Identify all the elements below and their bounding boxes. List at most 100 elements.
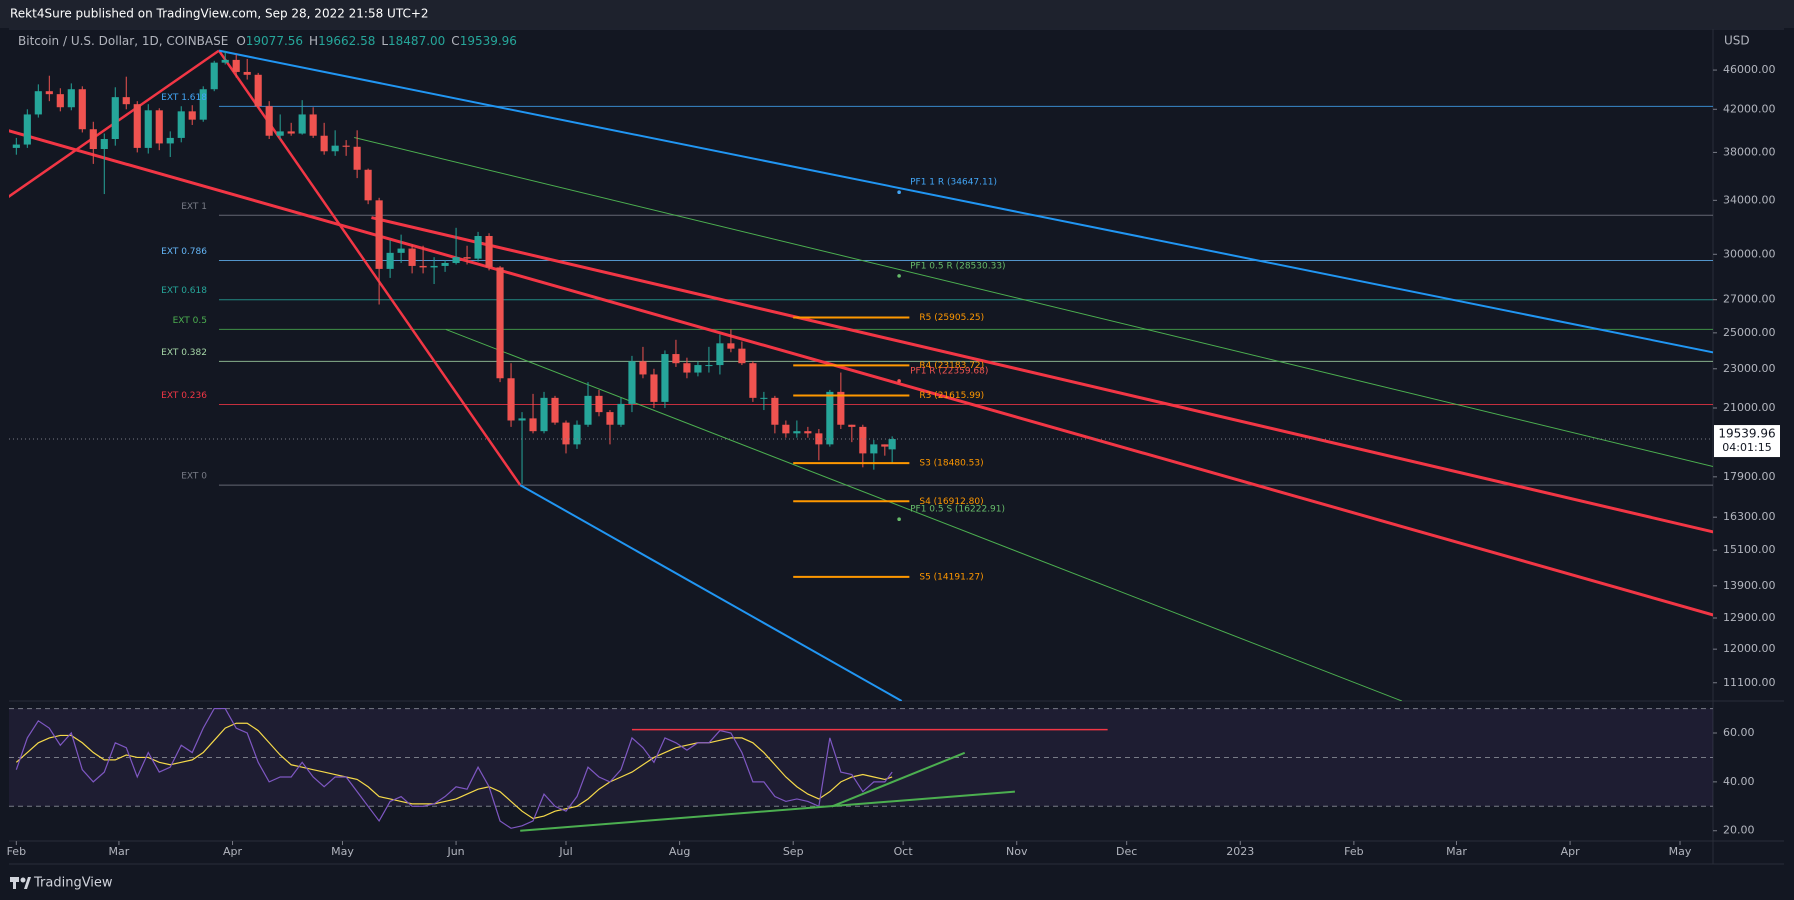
y-tick-label: 20.00 <box>1723 824 1755 837</box>
ext-label: EXT 1 <box>181 202 207 212</box>
candle-body <box>254 74 262 107</box>
candle-body <box>804 431 812 434</box>
candle-body <box>639 361 647 375</box>
price-box-label: 19539.96 <box>1718 427 1775 441</box>
candle-body <box>375 200 383 269</box>
candle-body <box>309 114 317 136</box>
candle-body <box>694 365 702 373</box>
candle-body <box>826 391 834 445</box>
candle-body <box>529 418 537 432</box>
ext-label: EXT 0.5 <box>173 316 207 326</box>
symbol-line: Bitcoin / U.S. Dollar, 1D, COINBASE O1907… <box>18 34 517 48</box>
candle-body <box>166 137 174 144</box>
y-tick-label: 40.00 <box>1723 775 1755 788</box>
rsi-pane <box>9 707 1713 832</box>
y-tick-label: 12000.00 <box>1723 642 1776 655</box>
publisher: Rekt4Sure published on TradingView.com, … <box>10 7 429 21</box>
candle-body <box>100 139 108 150</box>
candle-body <box>34 91 42 115</box>
candle-body <box>463 257 471 259</box>
pivot-label: S4 (16912.80) <box>919 497 983 507</box>
pf-label: PF1 R (22359.68) <box>910 366 988 376</box>
candle-body <box>397 248 405 253</box>
candle-body <box>727 343 735 349</box>
candle-body <box>331 145 339 152</box>
candle-body <box>221 59 229 63</box>
price-pane <box>9 49 1713 701</box>
candle-body <box>78 89 86 130</box>
candle-body <box>276 131 284 136</box>
pf-label: PF1 0.5 S (16222.91) <box>910 505 1005 515</box>
candle-body <box>716 343 724 366</box>
candle-body <box>793 431 801 434</box>
y-tick-label: 42000.00 <box>1723 102 1776 115</box>
x-tick-label: Mar <box>1446 845 1467 858</box>
candle-body <box>364 169 372 201</box>
candle-body <box>419 265 427 268</box>
candle-body <box>584 395 592 425</box>
trend-line <box>218 49 1713 354</box>
candle-body <box>210 62 218 90</box>
y-tick-label: 27000.00 <box>1723 293 1776 306</box>
ext-label: EXT 0 <box>181 472 207 482</box>
countdown: 04:01:15 <box>1722 441 1771 454</box>
candle-body <box>650 374 658 402</box>
y-tick-label: 16300.00 <box>1723 510 1776 523</box>
candle-body <box>870 444 878 454</box>
candle-body <box>23 114 31 145</box>
y-tick-label: 11100.00 <box>1723 676 1776 689</box>
candle-body <box>144 110 152 148</box>
footer-brand: TradingView <box>33 876 113 891</box>
candle-body <box>496 267 504 379</box>
candle-body <box>617 403 625 425</box>
candle-body <box>551 397 559 423</box>
pf-point <box>897 190 901 195</box>
pivot-label: R4 (23183.72) <box>919 361 984 371</box>
ohlc-value: 19077.56 <box>246 34 303 48</box>
trend-line <box>354 136 1713 468</box>
x-tick-label: Jun <box>446 845 464 858</box>
candle-body <box>67 89 75 108</box>
candle-body <box>518 418 526 421</box>
candle-body <box>749 363 757 398</box>
pivot-label: S5 (14191.27) <box>919 572 983 582</box>
candle-body <box>45 91 53 95</box>
candle-body <box>859 426 867 454</box>
x-tick-label: May <box>331 845 354 858</box>
rsi-line <box>15 707 893 829</box>
x-tick-label: Sep <box>783 845 804 858</box>
candle-body <box>188 111 196 120</box>
x-tick-label: Aug <box>669 845 690 858</box>
candle-body <box>133 104 141 148</box>
y-tick-label: 21000.00 <box>1723 401 1776 414</box>
y-tick-label: 30000.00 <box>1723 247 1776 260</box>
pf-point <box>897 517 901 522</box>
ohlc-key: L <box>381 34 388 48</box>
candle-body <box>122 97 130 105</box>
candle-body <box>888 439 896 450</box>
candle-body <box>738 348 746 364</box>
x-tick-label: Feb <box>7 845 26 858</box>
candle-body <box>683 363 691 373</box>
trend-line <box>519 484 903 701</box>
x-tick-label: Dec <box>1116 845 1137 858</box>
candle-body <box>243 71 251 75</box>
candle-body <box>111 97 119 140</box>
candle-body <box>430 265 438 268</box>
candle-body <box>837 391 845 425</box>
candle-body <box>760 397 768 399</box>
candle-body <box>485 236 493 268</box>
trend-line <box>9 129 1713 617</box>
price-box <box>1714 425 1780 458</box>
x-tick-label: Apr <box>1561 845 1581 858</box>
ohlc-key: O <box>236 34 245 48</box>
candle-body <box>320 135 328 152</box>
x-tick-label: Jul <box>558 845 572 858</box>
candle-body <box>606 412 614 425</box>
candle-body <box>298 114 306 134</box>
y-tick-label: 34000.00 <box>1723 193 1776 206</box>
candle-body <box>441 262 449 266</box>
